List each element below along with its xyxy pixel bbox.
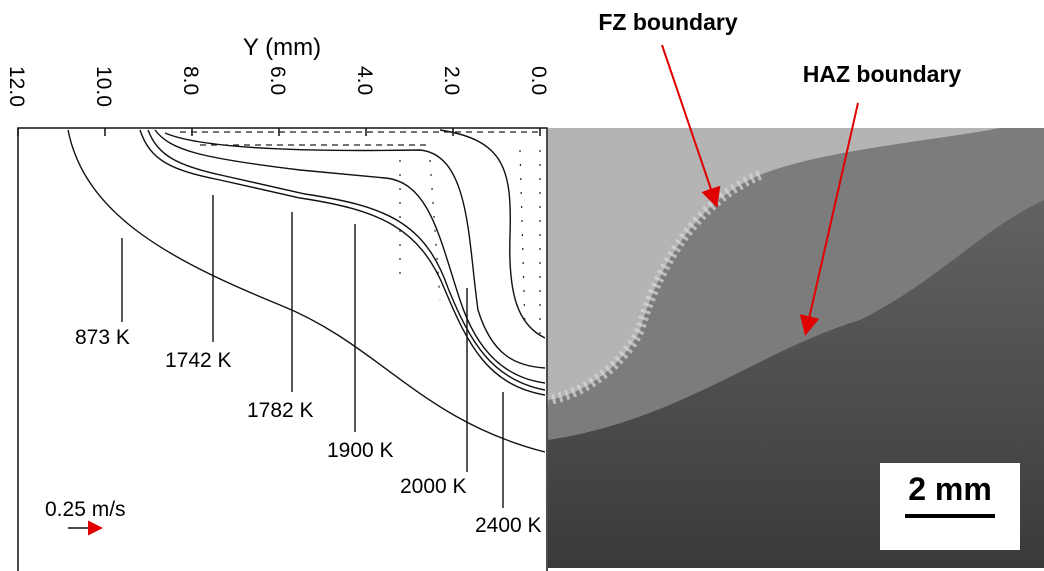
- isotherm-label: 1742 K: [165, 349, 232, 372]
- annotation-arrow: [799, 102, 859, 336]
- scale-bar-label: 2 mm: [908, 471, 992, 507]
- micrograph-panel: 2 mm: [547, 44, 1044, 568]
- annotation: HAZ boundary: [803, 61, 962, 87]
- isotherm-line: [147, 129, 546, 391]
- axis-label: Y (mm): [243, 34, 321, 61]
- isotherm-line: [164, 132, 546, 369]
- isotherm-label: 2400 K: [475, 514, 542, 537]
- isotherm-line: [67, 129, 546, 453]
- tick-label: 0.0: [527, 66, 550, 95]
- plot-frame: [17, 127, 548, 571]
- tick-label: 12.0: [5, 66, 28, 107]
- isotherm-label: 1900 K: [327, 439, 394, 462]
- annotation: FZ boundary: [598, 9, 737, 35]
- simulation-panel: Y (mm) 12.0 10.0 8.0 6.0 4.0 2.0 0.0 873 K 174…: [5, 34, 550, 571]
- tick-label: 8.0: [179, 66, 202, 95]
- fusion-zone: [548, 128, 1000, 400]
- isotherm-label: 873 K: [75, 326, 130, 349]
- velocity-vectors: [180, 131, 541, 340]
- isotherm-label: 1782 K: [247, 399, 314, 422]
- velocity-scale-label: 0.25 m/s: [45, 498, 126, 521]
- tick-label: 2.0: [440, 66, 463, 95]
- isotherm-line: [154, 129, 546, 384]
- tick-labels: 12.0 10.0 8.0 6.0 4.0 2.0 0.0: [5, 66, 550, 136]
- annotation-arrow: [661, 44, 721, 208]
- tick-label: 4.0: [353, 66, 376, 95]
- isotherm-line: [139, 129, 546, 396]
- scale-bar-box: [880, 463, 1020, 550]
- tick-label: 10.0: [92, 66, 115, 107]
- isotherm-label: 2000 K: [400, 475, 467, 498]
- tick-label: 6.0: [266, 66, 289, 95]
